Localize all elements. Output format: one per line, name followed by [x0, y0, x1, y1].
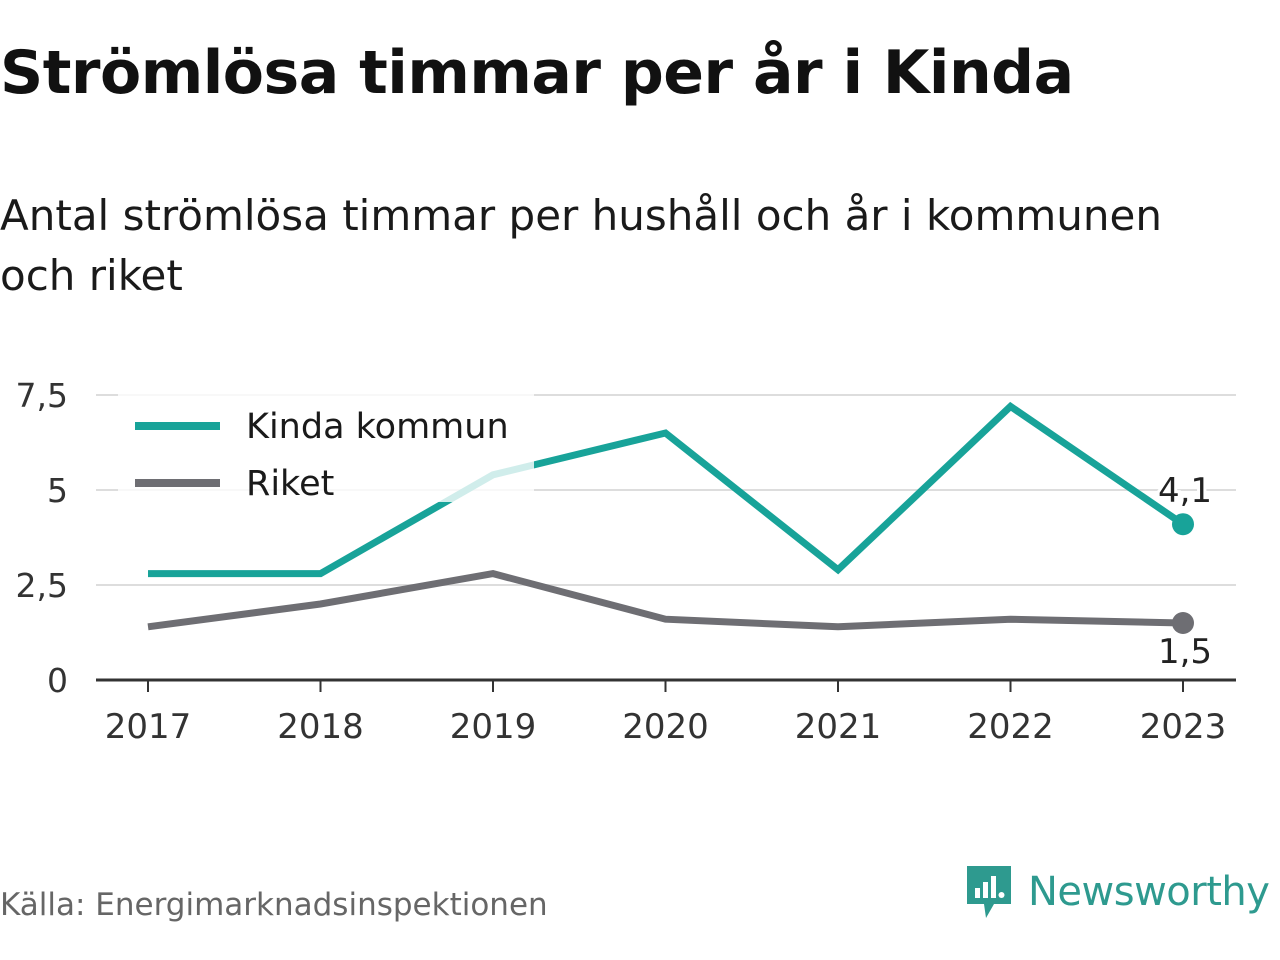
x-tick-label: 2020 — [622, 707, 709, 747]
chart-title: Strömlösa timmar per år i Kinda — [0, 38, 1074, 108]
series-line-riket — [147, 570, 1184, 631]
end-value-label: 1,5 — [1158, 632, 1212, 672]
axes: 0 2,5 5 7,5 2017 2018 2019 2020 2021 2022 2023 — [16, 376, 1236, 747]
newsworthy-logo-icon — [967, 866, 1011, 918]
series-line-kinda — [148, 401, 1185, 578]
end-value-label: 4,1 — [1158, 471, 1212, 511]
line-chart: 0 2,5 5 7,5 2017 2018 2019 2020 2021 2022 2023 Kin… — [16, 376, 1236, 747]
end-point-marker — [1172, 513, 1194, 536]
legend-label: Riket — [246, 464, 334, 504]
x-tick-label: 2019 — [450, 707, 537, 747]
legend: Kinda kommun Riket — [118, 390, 534, 504]
source-note: Källa: Energimarknadsinspektionen — [0, 887, 548, 923]
y-tick-label: 2,5 — [16, 566, 68, 605]
x-tick-label: 2017 — [105, 707, 192, 747]
x-tick-label: 2023 — [1140, 707, 1227, 747]
x-tick-label: 2018 — [277, 707, 364, 747]
legend-label: Kinda kommun — [246, 407, 509, 447]
y-tick-label: 5 — [47, 471, 68, 510]
series-lines — [147, 401, 1185, 631]
y-tick-label: 0 — [47, 661, 68, 700]
brand-name: Newsworthy — [1028, 869, 1270, 915]
brand-logo: Newsworthy — [964, 862, 1270, 922]
y-tick-label: 7,5 — [16, 376, 68, 415]
end-point-marker — [1172, 612, 1194, 634]
end-labels: 4,1 1,5 — [1155, 468, 1215, 675]
x-tick-label: 2022 — [967, 707, 1054, 747]
chart-subtitle: Antal strömlösa timmar per hushåll och å… — [0, 191, 1162, 300]
x-tick-label: 2021 — [795, 707, 882, 747]
